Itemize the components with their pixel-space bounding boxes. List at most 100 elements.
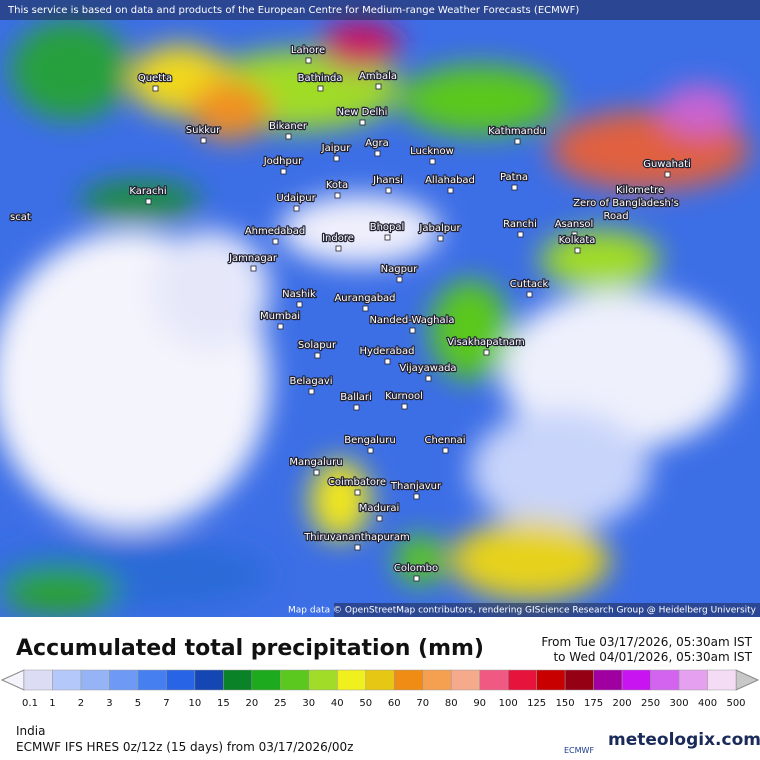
city-label: Bikaner <box>269 121 308 132</box>
city-label: Jodhpur <box>263 156 303 167</box>
city-label: Jhansi <box>372 175 403 186</box>
period-to: to Wed 04/01/2026, 05:30am IST <box>553 650 752 664</box>
color-box <box>80 669 110 691</box>
city-marker <box>334 192 341 199</box>
city-marker <box>442 447 449 454</box>
city-marker <box>385 187 392 194</box>
region: India <box>16 724 46 738</box>
city-label: Thiruvananthapuram <box>303 532 410 543</box>
city-marker <box>384 358 391 365</box>
city-label: Ballari <box>340 392 372 403</box>
city-marker <box>447 187 454 194</box>
city-label: Allahabad <box>425 175 475 186</box>
colorbar-label: 60 <box>388 698 401 709</box>
colorbar-label: 7 <box>163 698 169 709</box>
city-marker <box>152 85 159 92</box>
colorbar-label: 400 <box>698 698 717 709</box>
city-marker <box>200 137 207 144</box>
city-marker <box>314 352 321 359</box>
city-marker <box>353 404 360 411</box>
city-label: Solapur <box>298 340 337 351</box>
city-label: Nanded-Waghala <box>369 315 454 326</box>
brand-logo: meteologix.com <box>608 730 760 750</box>
city-label: Kathmandu <box>488 126 546 137</box>
city-label: Aurangabad <box>334 293 395 304</box>
color-box <box>308 669 338 691</box>
city-marker <box>375 83 382 90</box>
city-marker <box>280 168 287 175</box>
color-box <box>52 669 82 691</box>
map: This service is based on data and produc… <box>0 0 760 617</box>
city-marker <box>511 184 518 191</box>
city-marker <box>514 138 521 145</box>
city-marker <box>637 197 644 204</box>
color-box <box>280 669 310 691</box>
city-marker <box>317 85 324 92</box>
city-label: scat <box>10 212 31 223</box>
color-box <box>109 669 139 691</box>
colorbar-label: 175 <box>584 698 603 709</box>
city-marker <box>574 247 581 254</box>
color-box <box>593 669 623 691</box>
city-marker <box>483 349 490 356</box>
color-box <box>621 669 651 691</box>
color-box <box>707 669 737 691</box>
city-marker <box>293 205 300 212</box>
city-marker <box>401 403 408 410</box>
color-box <box>479 669 509 691</box>
city-label: Sukkur <box>186 125 221 136</box>
city-label: Ambala <box>359 71 397 82</box>
city-label: New Delhi <box>337 107 388 118</box>
city-marker <box>376 515 383 522</box>
city-marker <box>409 327 416 334</box>
colorbar-label: 500 <box>726 698 745 709</box>
period-from: From Tue 03/17/2026, 05:30am IST <box>541 635 752 649</box>
city-label: Udaipur <box>276 193 316 204</box>
city-marker <box>308 388 315 395</box>
city-marker <box>526 291 533 298</box>
header-notice: This service is based on data and produc… <box>7 5 579 16</box>
city-label: Jaipur <box>321 143 352 154</box>
color-box <box>393 669 423 691</box>
color-box <box>194 669 224 691</box>
city-label: Jabalpur <box>418 223 461 234</box>
city-label: Cuttack <box>510 279 549 290</box>
city-label: Road <box>603 211 628 222</box>
city-label: Kota <box>326 180 348 191</box>
colorbar-arrow-low <box>0 669 25 691</box>
color-box <box>337 669 367 691</box>
colorbar-label: 20 <box>245 698 258 709</box>
city-marker <box>437 235 444 242</box>
legend-title: Accumulated total precipitation (mm) <box>16 636 484 661</box>
city-label: Kilometre <box>616 185 664 196</box>
colorbar: 0.1 1 2 3 5 7 10 15 20 25 30 40 50 60 70 80 90 100 125 150 1… <box>0 669 760 709</box>
model-info: ECMWF IFS HRES 0z/12z (15 days) from 03/… <box>16 740 354 754</box>
colorbar-label: 25 <box>274 698 287 709</box>
city-marker <box>335 245 342 252</box>
city-label: Patna <box>500 172 528 183</box>
city-label: Kurnool <box>385 391 423 402</box>
city-marker <box>367 447 374 454</box>
city-marker <box>285 133 292 140</box>
city-label: Nashik <box>282 289 316 300</box>
colorbar-label: 1 <box>49 698 55 709</box>
colorbar-label: 2 <box>78 698 84 709</box>
city-label: Bengaluru <box>344 435 395 446</box>
colorbar-arrow-high <box>735 669 760 691</box>
city-marker <box>396 276 403 283</box>
ecmwf-logo: ECMWF <box>564 746 595 755</box>
colorbar-label: 150 <box>556 698 575 709</box>
city-marker <box>250 265 257 272</box>
city-label: Mumbai <box>260 311 300 322</box>
city-label: Asansol <box>555 219 594 230</box>
city-label: Bhopal <box>370 222 405 233</box>
city-marker <box>359 119 366 126</box>
city-marker <box>384 234 391 241</box>
city-marker <box>413 575 420 582</box>
city-label: Lucknow <box>410 146 454 157</box>
color-box <box>422 669 452 691</box>
colorbar-label: 250 <box>641 698 660 709</box>
city-label: Karachi <box>129 186 166 197</box>
city-label: Kolkata <box>559 235 596 246</box>
color-box <box>137 669 167 691</box>
